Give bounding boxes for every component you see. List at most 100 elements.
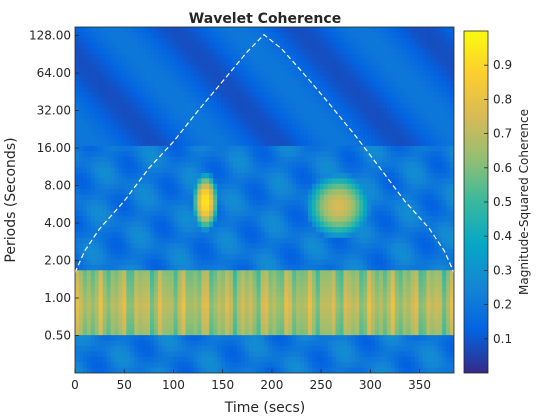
heatmap-cell (410, 194, 416, 201)
heatmap-cell (157, 145, 163, 152)
heatmap-cell (165, 232, 171, 239)
heatmap-cell (193, 286, 198, 293)
heatmap-cell (347, 254, 352, 261)
heatmap-cell (102, 281, 108, 288)
heatmap-cell (319, 210, 325, 217)
heatmap-cell (150, 37, 155, 44)
heatmap-cell (347, 43, 352, 50)
heatmap-cell (430, 227, 435, 234)
heatmap-cell (382, 200, 388, 207)
heatmap-cell (228, 200, 234, 207)
heatmap-cell (75, 183, 80, 190)
heatmap-cell (343, 48, 349, 55)
heatmap-cell (442, 118, 447, 125)
heatmap-cell (205, 140, 210, 147)
heatmap-cell (256, 205, 262, 212)
heatmap-cell (418, 172, 424, 179)
heatmap-cell (390, 194, 396, 201)
heatmap-cell (430, 172, 435, 179)
heatmap-cell (343, 27, 349, 34)
heatmap-cell (232, 124, 238, 131)
heatmap-cell (303, 59, 309, 66)
heatmap-cell (102, 124, 108, 131)
heatmap-cell (331, 86, 337, 93)
heatmap-cell (367, 237, 372, 244)
heatmap-cell (382, 297, 388, 304)
heatmap-cell (422, 167, 427, 174)
heatmap-cell (390, 286, 396, 293)
heatmap-cell (225, 70, 230, 77)
heatmap-cell (252, 232, 258, 239)
heatmap-cell (122, 167, 127, 174)
heatmap-cell (272, 59, 277, 66)
heatmap-cell (311, 37, 317, 44)
heatmap-cell (335, 113, 341, 120)
heatmap-cell (315, 227, 321, 234)
heatmap-cell (406, 113, 412, 120)
heatmap-cell (82, 162, 88, 169)
heatmap-cell (315, 297, 321, 304)
heatmap-cell (189, 124, 195, 131)
heatmap-cell (213, 297, 218, 304)
heatmap-cell (232, 75, 238, 82)
heatmap-cell (138, 86, 143, 93)
heatmap-cell (221, 48, 226, 55)
heatmap-cell (272, 91, 277, 98)
heatmap-cell (114, 232, 120, 239)
heatmap-cell (394, 248, 400, 255)
heatmap-cell (284, 243, 289, 250)
heatmap-cell (446, 221, 451, 228)
heatmap-cell (351, 248, 356, 255)
heatmap-cell (272, 108, 277, 115)
heatmap-cell (75, 189, 80, 196)
heatmap-cell (240, 162, 246, 169)
heatmap-cell (406, 151, 412, 158)
heatmap-cell (268, 194, 273, 201)
heatmap-cell (114, 81, 120, 88)
heatmap-cell (394, 200, 400, 207)
heatmap-cell (288, 48, 293, 55)
heatmap-cell (126, 259, 131, 266)
heatmap-cell (86, 232, 92, 239)
heatmap-cell (244, 108, 250, 115)
heatmap-cell (386, 167, 392, 174)
heatmap-cell (323, 216, 329, 223)
heatmap-cell (426, 243, 431, 250)
heatmap-cell (126, 216, 131, 223)
heatmap-cell (446, 124, 451, 131)
heatmap-cell (422, 227, 427, 234)
heatmap-cell (82, 64, 88, 71)
heatmap-cell (78, 156, 84, 163)
heatmap-cell (438, 27, 443, 34)
heatmap-cell (201, 108, 206, 115)
heatmap-cell (102, 194, 108, 201)
heatmap-cell (335, 189, 341, 196)
heatmap-cell (228, 70, 234, 77)
heatmap-cell (402, 124, 408, 131)
heatmap-cell (296, 70, 301, 77)
heatmap-cell (78, 248, 84, 255)
heatmap-cell (260, 254, 266, 261)
heatmap-cell (232, 194, 238, 201)
heatmap-cell (319, 156, 325, 163)
heatmap-cell (240, 167, 246, 174)
heatmap-cell (126, 64, 131, 71)
heatmap-cell (213, 140, 218, 147)
heatmap-cell (185, 108, 191, 115)
heatmap-cell (378, 259, 384, 266)
heatmap-cell (165, 270, 171, 277)
heatmap-cell (351, 281, 356, 288)
heatmap-cell (236, 183, 242, 190)
heatmap-cell (130, 167, 135, 174)
heatmap-cell (288, 86, 293, 93)
heatmap-cell (225, 162, 230, 169)
heatmap-cell (410, 64, 416, 71)
heatmap-cell (288, 91, 293, 98)
heatmap-cell (189, 291, 195, 298)
heatmap-cell (173, 205, 179, 212)
heatmap-cell (303, 54, 309, 61)
heatmap-cell (402, 156, 408, 163)
heatmap-cell (75, 227, 80, 234)
heatmap-cell (75, 86, 80, 93)
heatmap-cell (327, 91, 333, 98)
